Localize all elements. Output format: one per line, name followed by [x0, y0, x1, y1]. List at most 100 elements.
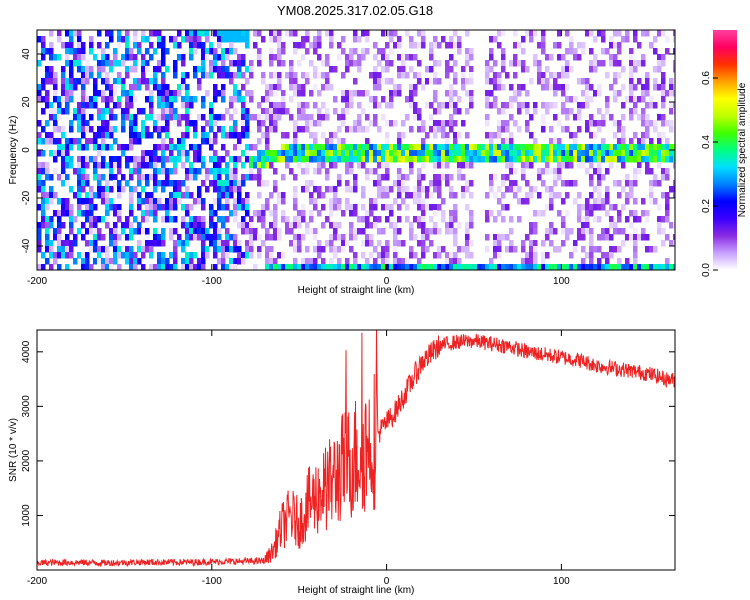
spectrogram-cell	[81, 210, 86, 217]
spectrogram-cell	[457, 48, 462, 55]
spectrogram-cell	[161, 204, 166, 211]
spectrogram-cell	[429, 150, 434, 157]
spectrogram-cell	[273, 72, 278, 79]
spectrogram-cell	[245, 36, 250, 43]
spectrogram-cell	[529, 258, 534, 265]
spectrogram-cell	[333, 198, 338, 205]
spectrogram-cell	[581, 150, 586, 157]
spectrogram-cell	[597, 90, 602, 97]
spectrogram-cell	[197, 36, 202, 43]
spectrogram-cell	[37, 84, 42, 91]
spectrogram-cell	[485, 216, 490, 223]
spectrogram-cell	[529, 156, 534, 163]
spectrogram-cell	[193, 144, 198, 151]
spectrogram-cell	[565, 48, 570, 55]
spectrogram-cell	[533, 246, 538, 253]
spectrogram-cell	[89, 216, 94, 223]
spectrogram-cell	[349, 162, 354, 169]
spectrogram-cell	[345, 150, 350, 157]
spectrogram-cell	[649, 192, 654, 199]
spectrogram-cell	[65, 246, 70, 253]
spectrogram-cell	[85, 138, 90, 145]
spectrogram-cell	[221, 84, 226, 91]
spectrogram-cell	[149, 102, 154, 109]
spectrogram-cell	[361, 126, 366, 133]
spectrogram-cell	[469, 102, 474, 109]
spectrogram-cell	[449, 150, 454, 157]
spectrogram-cell	[241, 108, 246, 115]
spectrogram-cell	[77, 156, 82, 163]
spectrogram-cell	[85, 174, 90, 181]
spectrogram-cell	[137, 192, 142, 199]
spectrogram-cell	[449, 222, 454, 229]
spectrogram-cell	[189, 36, 194, 43]
spectrogram-cell	[393, 150, 398, 157]
spectrogram-cell	[257, 114, 262, 121]
spectrogram-cell	[105, 84, 110, 91]
spectrogram-cell	[549, 126, 554, 133]
spectrogram-cell	[197, 234, 202, 241]
spectrogram-cell	[225, 174, 230, 181]
spectrogram-cell	[585, 150, 590, 157]
spectrogram-cell	[189, 48, 194, 55]
spectrogram-cell	[93, 54, 98, 61]
spectrogram-cell	[245, 66, 250, 73]
spectrogram-cell	[541, 84, 546, 91]
spectrogram-cell	[53, 96, 58, 103]
spectrogram-cell	[537, 168, 542, 175]
spectrogram-cell	[337, 222, 342, 229]
spectrogram-cell	[549, 156, 554, 163]
spectrogram-cell	[221, 252, 226, 259]
spectrogram-cell	[37, 96, 42, 103]
spectrogram-cell	[313, 228, 318, 235]
spectrogram-cell	[397, 228, 402, 235]
spectrogram-cell	[149, 132, 154, 139]
spectrogram-cell	[97, 246, 102, 253]
spectrogram-cell	[137, 78, 142, 85]
y-tick-label: 0	[21, 147, 32, 153]
spectrogram-cell	[229, 156, 234, 163]
spectrogram-cell	[89, 210, 94, 217]
spectrogram-cell	[305, 48, 310, 55]
spectrogram-cell	[633, 252, 638, 259]
spectrogram-cell	[417, 180, 422, 187]
spectrogram-cell	[213, 234, 218, 241]
spectrogram-cell	[493, 252, 498, 259]
spectrogram-cell	[317, 210, 322, 217]
spectrogram-cell	[69, 186, 74, 193]
spectrogram-cell	[165, 198, 170, 205]
spectrogram-cell	[197, 198, 202, 205]
spectrogram-cell	[229, 168, 234, 175]
spectrogram-cell	[313, 138, 318, 145]
spectrogram-cell	[629, 138, 634, 145]
spectrogram-cell	[245, 150, 250, 157]
spectrogram-cell	[589, 234, 594, 241]
spectrogram-cell	[93, 90, 98, 97]
spectrogram-cell	[353, 174, 358, 181]
spectrogram-cell	[45, 246, 50, 253]
spectrogram-cell	[185, 84, 190, 91]
spectrogram-cell	[585, 252, 590, 259]
spectrogram-cell	[169, 90, 174, 97]
spectrogram-cell	[193, 264, 198, 270]
spectrogram-cell	[617, 138, 622, 145]
spectrogram-cell	[433, 42, 438, 49]
spectrogram-cell	[405, 204, 410, 211]
spectrogram-cell	[465, 132, 470, 139]
spectrogram-cell	[121, 54, 126, 61]
spectrogram-cell	[501, 264, 506, 270]
spectrogram-cell	[245, 192, 250, 199]
spectrogram-cell	[341, 72, 346, 79]
spectrogram-cell	[197, 144, 202, 151]
spectrogram-cell	[537, 144, 542, 151]
spectrogram-cell	[385, 156, 390, 163]
spectrogram-cell	[201, 204, 206, 211]
spectrogram-cell	[609, 222, 614, 229]
spectrogram-cell	[249, 144, 254, 151]
spectrogram-cell	[389, 150, 394, 157]
spectrogram-cell	[113, 162, 118, 169]
spectrogram-cell	[433, 252, 438, 259]
spectrogram-cell	[113, 102, 118, 109]
spectrogram-cell	[329, 150, 334, 157]
